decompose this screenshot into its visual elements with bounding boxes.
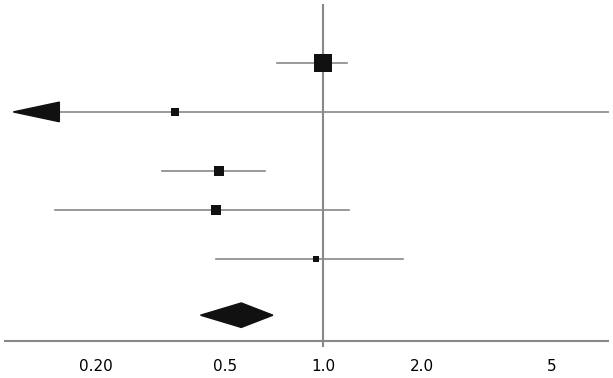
Polygon shape [13,102,59,122]
Point [319,60,329,66]
Point [170,109,180,115]
Point [311,256,321,262]
Point [215,168,224,174]
Point [211,207,221,213]
Polygon shape [200,303,273,327]
